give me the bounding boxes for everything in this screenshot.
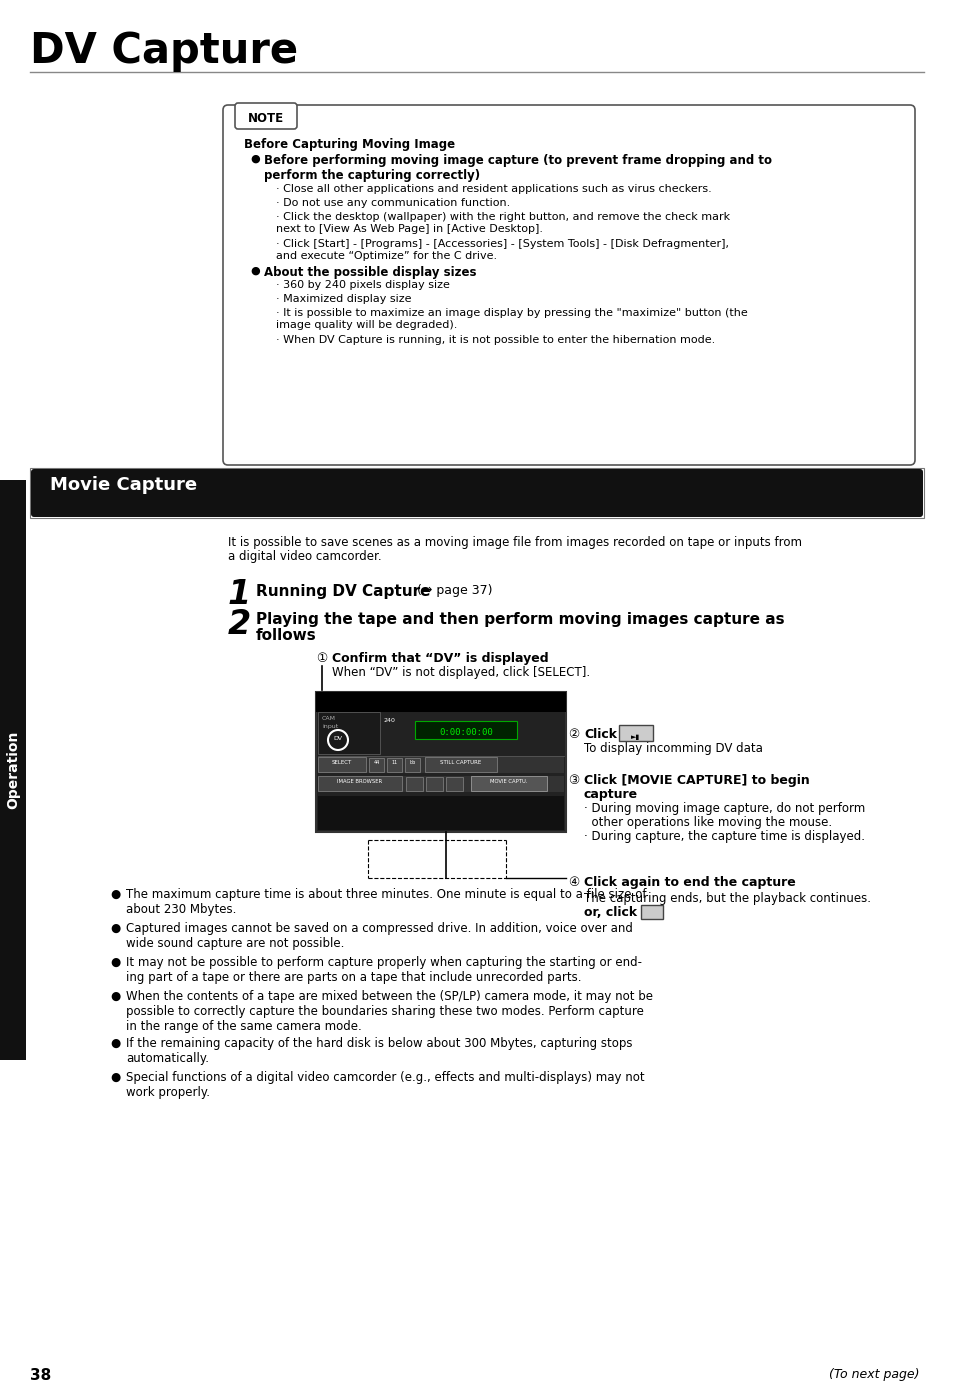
FancyBboxPatch shape: [317, 776, 401, 791]
Text: · Click the desktop (wallpaper) with the right button, and remove the check mark: · Click the desktop (wallpaper) with the…: [275, 212, 729, 234]
Text: ●: ●: [110, 888, 120, 901]
Text: input: input: [322, 723, 338, 729]
Text: 0:00:00:00: 0:00:00:00: [438, 728, 493, 737]
Text: ③: ③: [567, 773, 578, 787]
Bar: [317, 796, 563, 830]
Text: · Close all other applications and resident applications such as virus checkers.: · Close all other applications and resid…: [275, 184, 711, 194]
Text: It may not be possible to perform capture properly when capturing the starting o: It may not be possible to perform captur…: [126, 956, 641, 984]
Text: · Do not use any communication function.: · Do not use any communication function.: [275, 198, 510, 208]
Text: To display incomming DV data: To display incomming DV data: [583, 742, 762, 755]
Text: ②: ②: [567, 728, 578, 742]
Text: · It is possible to maximize an image display by pressing the "maximize" button : · It is possible to maximize an image di…: [275, 308, 747, 330]
Text: When “DV” is not displayed, click [SELECT].: When “DV” is not displayed, click [SELEC…: [332, 667, 590, 679]
Text: CAM: CAM: [322, 717, 335, 721]
FancyBboxPatch shape: [223, 105, 914, 464]
Text: If the remaining capacity of the hard disk is below about 300 Mbytes, capturing : If the remaining capacity of the hard di…: [126, 1037, 632, 1064]
Text: Captured images cannot be saved on a compressed drive. In addition, voice over a: Captured images cannot be saved on a com…: [126, 922, 632, 949]
Text: · Maximized display size: · Maximized display size: [275, 294, 411, 304]
FancyBboxPatch shape: [426, 776, 443, 790]
Text: Special functions of a digital video camcorder (e.g., effects and multi-displays: Special functions of a digital video cam…: [126, 1071, 644, 1099]
FancyBboxPatch shape: [471, 776, 546, 791]
Text: DV: DV: [334, 736, 342, 742]
Bar: [317, 757, 563, 773]
FancyBboxPatch shape: [369, 758, 384, 772]
Text: a digital video camcorder.: a digital video camcorder.: [228, 550, 381, 563]
Text: Before Capturing Moving Image: Before Capturing Moving Image: [244, 139, 455, 151]
Text: Confirm that “DV” is displayed: Confirm that “DV” is displayed: [332, 651, 548, 665]
Text: · When DV Capture is running, it is not possible to enter the hibernation mode.: · When DV Capture is running, it is not …: [275, 335, 715, 345]
Text: 240: 240: [384, 718, 395, 723]
Text: ●: ●: [250, 154, 259, 164]
Text: ●: ●: [110, 956, 120, 969]
Text: Click: Click: [583, 728, 617, 742]
FancyBboxPatch shape: [30, 468, 923, 517]
Text: 2: 2: [228, 608, 251, 640]
Text: About the possible display sizes: About the possible display sizes: [264, 266, 476, 279]
Text: The capturing ends, but the playback continues.: The capturing ends, but the playback con…: [583, 893, 870, 905]
Text: ●: ●: [110, 990, 120, 1003]
Text: ④: ④: [567, 876, 578, 888]
Text: 44: 44: [374, 760, 379, 765]
Bar: [30, 468, 923, 518]
FancyBboxPatch shape: [424, 757, 497, 772]
Text: · 360 by 240 pixels display size: · 360 by 240 pixels display size: [275, 280, 450, 290]
Text: ●: ●: [110, 1037, 120, 1051]
Text: · During capture, the capture time is displayed.: · During capture, the capture time is di…: [583, 830, 864, 843]
Text: IMAGE BROWSER: IMAGE BROWSER: [337, 779, 382, 784]
Text: 11: 11: [392, 760, 397, 765]
Text: Movie Capture: Movie Capture: [50, 475, 197, 493]
FancyBboxPatch shape: [317, 757, 366, 772]
Text: 1: 1: [228, 578, 251, 611]
Text: NOTE: NOTE: [248, 112, 284, 125]
FancyBboxPatch shape: [415, 721, 517, 739]
Text: SELECT: SELECT: [332, 760, 352, 765]
Text: ►▮: ►▮: [631, 735, 640, 740]
FancyBboxPatch shape: [640, 905, 662, 919]
Text: ●: ●: [110, 1071, 120, 1084]
Text: (→ page 37): (→ page 37): [413, 584, 492, 597]
Bar: [0, 480, 26, 1060]
Text: ①: ①: [315, 651, 327, 665]
Text: Before performing moving image capture (to prevent frame dropping and to
perform: Before performing moving image capture (…: [264, 154, 771, 182]
Text: follows: follows: [255, 628, 316, 643]
FancyBboxPatch shape: [618, 725, 652, 742]
FancyBboxPatch shape: [446, 776, 463, 790]
Text: ●: ●: [250, 266, 259, 276]
Text: When the contents of a tape are mixed between the (SP/LP) camera mode, it may no: When the contents of a tape are mixed be…: [126, 990, 652, 1033]
Text: other operations like moving the mouse.: other operations like moving the mouse.: [583, 816, 831, 829]
Text: Operation: Operation: [6, 730, 20, 809]
FancyBboxPatch shape: [234, 103, 296, 129]
Text: It is possible to save scenes as a moving image file from images recorded on tap: It is possible to save scenes as a movin…: [228, 536, 801, 549]
Text: · During moving image capture, do not perform: · During moving image capture, do not pe…: [583, 802, 864, 815]
Bar: [317, 776, 563, 791]
Text: Running DV Capture: Running DV Capture: [255, 584, 430, 599]
Bar: [317, 712, 379, 754]
Text: ●: ●: [110, 922, 120, 936]
Text: Click [MOVIE CAPTURE] to begin: Click [MOVIE CAPTURE] to begin: [583, 773, 809, 787]
Text: or, click: or, click: [583, 906, 637, 919]
Bar: [315, 692, 565, 712]
Text: · Click [Start] - [Programs] - [Accessories] - [System Tools] - [Disk Defragment: · Click [Start] - [Programs] - [Accessor…: [275, 238, 728, 261]
FancyBboxPatch shape: [406, 776, 423, 790]
Text: 38: 38: [30, 1368, 51, 1383]
Text: Click again to end the capture: Click again to end the capture: [583, 876, 795, 888]
Text: capture: capture: [583, 789, 638, 801]
FancyBboxPatch shape: [405, 758, 420, 772]
Text: (To next page): (To next page): [828, 1368, 919, 1380]
Text: The maximum capture time is about three minutes. One minute is equal to a file s: The maximum capture time is about three …: [126, 888, 646, 916]
FancyBboxPatch shape: [387, 758, 402, 772]
Text: STILL CAPTURE: STILL CAPTURE: [440, 760, 481, 765]
Text: MOVIE CAPTU.: MOVIE CAPTU.: [490, 779, 527, 784]
Text: Playing the tape and then perform moving images capture as: Playing the tape and then perform moving…: [255, 613, 783, 626]
Text: bb: bb: [410, 760, 416, 765]
Bar: [315, 692, 565, 832]
Text: DV Capture: DV Capture: [30, 30, 297, 72]
